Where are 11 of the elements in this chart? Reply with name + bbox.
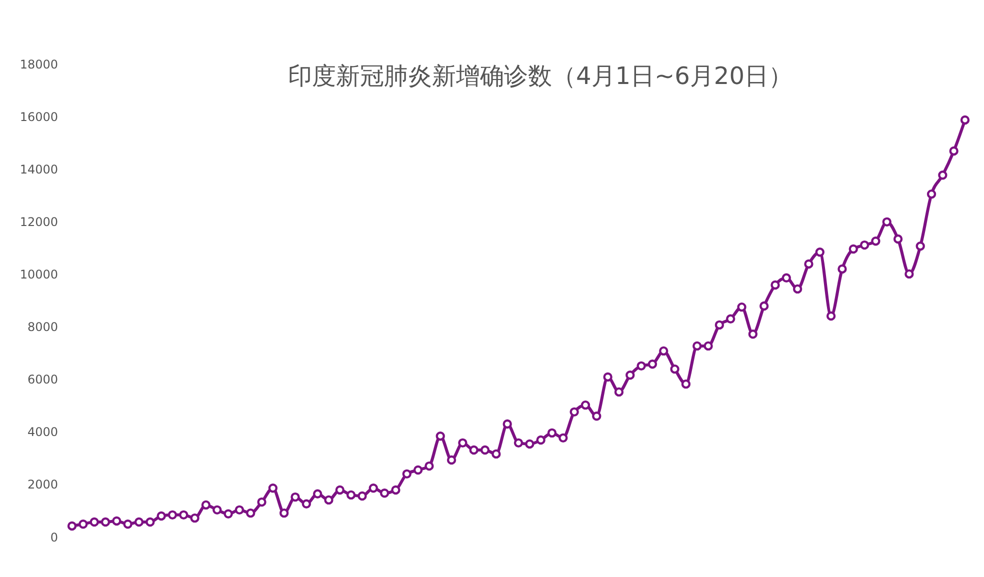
y-tick-label: 14000 — [20, 162, 58, 176]
y-tick-label: 8000 — [27, 320, 58, 334]
chart-title: 印度新冠肺炎新增确诊数（4月1日~6月20日） — [288, 61, 792, 92]
y-tick-label: 0 — [50, 530, 58, 544]
y-tick-label: 6000 — [27, 372, 58, 387]
y-tick-label: 2000 — [27, 478, 58, 492]
y-tick-label: 12000 — [20, 214, 58, 229]
y-tick-label: 18000 — [20, 57, 58, 72]
y-tick-label: 4000 — [27, 425, 58, 440]
y-tick-label: 10000 — [20, 267, 58, 282]
y-tick-label: 16000 — [20, 110, 58, 124]
